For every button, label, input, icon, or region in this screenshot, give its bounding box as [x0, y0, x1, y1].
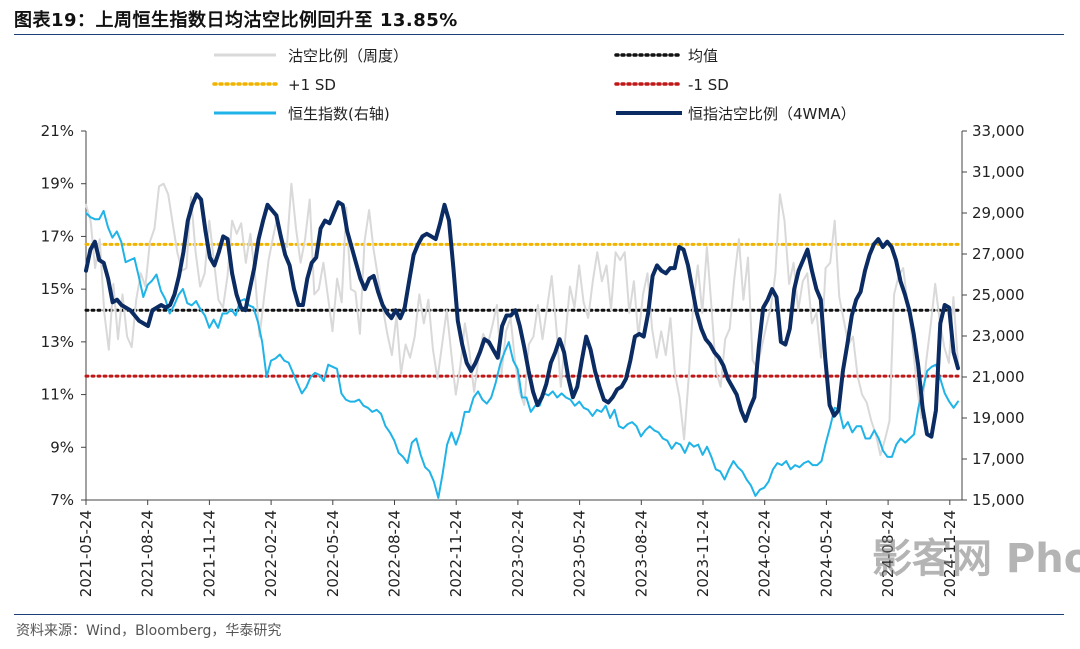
- legend-label-hsi: 恒生指数(右轴): [288, 105, 390, 123]
- right-tick-label: 25,000: [972, 286, 1025, 304]
- footer-rule: [14, 614, 1064, 615]
- legend-label-plus-sd: +1 SD: [288, 76, 336, 94]
- watermark-text: 影客网 Phoer.com: [872, 536, 1080, 582]
- right-tick-label: 15,000: [972, 491, 1025, 509]
- x-tick-label: 2023-02-24: [509, 510, 527, 597]
- hsi-line: [85, 209, 959, 499]
- x-tick-label: 2022-08-24: [386, 510, 404, 597]
- x-tick-label: 2024-08-24: [879, 510, 897, 597]
- legend-label-4wma: 恒指沽空比例（4WMA）: [688, 105, 856, 123]
- x-tick-label: 2021-05-24: [77, 510, 95, 597]
- tick-labels: 7% 9% 11% 13% 15% 17% 19% 21% 15,000 17,000 19,000…: [41, 122, 1025, 597]
- x-tick-label: 2022-05-24: [324, 510, 342, 597]
- axes: [81, 130, 967, 505]
- x-tick-label: 2022-02-24: [262, 510, 280, 597]
- short-ratio-4wma-line: [84, 192, 960, 439]
- left-tick-label: 21%: [41, 122, 74, 140]
- x-tick-label: 2023-05-24: [571, 510, 589, 597]
- series-layer: [84, 182, 960, 499]
- source-note: 资料来源：Wind，Bloomberg，华泰研究: [16, 623, 282, 639]
- left-tick-label: 15%: [41, 280, 74, 298]
- legend-label-weekly: 沽空比例（周度）: [288, 47, 408, 65]
- x-tick-label: 2021-08-24: [139, 510, 157, 597]
- left-tick-label: 13%: [41, 333, 74, 351]
- left-tick-label: 9%: [50, 438, 74, 456]
- legend-label-minus-sd: -1 SD: [688, 76, 729, 94]
- legend-label-mean: 均值: [688, 47, 718, 65]
- legend: 沽空比例（周度） 均值 +1 SD -1 SD 恒生指数(右轴) 恒指沽空比例（…: [212, 47, 856, 123]
- right-tick-label: 33,000: [972, 122, 1025, 140]
- right-tick-label: 21,000: [972, 368, 1025, 386]
- x-tick-label: 2023-08-24: [632, 510, 650, 597]
- right-tick-label: 29,000: [972, 204, 1025, 222]
- weekly-short-ratio-line: [85, 182, 959, 457]
- left-tick-label: 7%: [50, 491, 74, 509]
- left-tick-label: 19%: [41, 175, 74, 193]
- x-tick-label: 2023-11-24: [694, 510, 712, 597]
- right-tick-label: 31,000: [972, 163, 1025, 181]
- x-tick-label: 2021-11-24: [200, 510, 218, 597]
- right-tick-label: 19,000: [972, 409, 1025, 427]
- x-tick-label: 2022-11-24: [447, 510, 465, 597]
- right-tick-label: 23,000: [972, 327, 1025, 345]
- x-tick-label: 2024-11-24: [941, 510, 959, 597]
- right-tick-label: 17,000: [972, 450, 1025, 468]
- watermark: 影客网 Phoer.com: [872, 536, 1080, 582]
- right-tick-label: 27,000: [972, 245, 1025, 263]
- x-tick-label: 2024-05-24: [817, 510, 835, 597]
- chart-title: 图表19：上周恒生指数日均沽空比例回升至 13.85%: [14, 10, 458, 31]
- title-rule: [14, 34, 1064, 35]
- x-tick-label: 2024-02-24: [756, 510, 774, 597]
- left-tick-label: 11%: [41, 386, 74, 404]
- left-tick-label: 17%: [41, 227, 74, 245]
